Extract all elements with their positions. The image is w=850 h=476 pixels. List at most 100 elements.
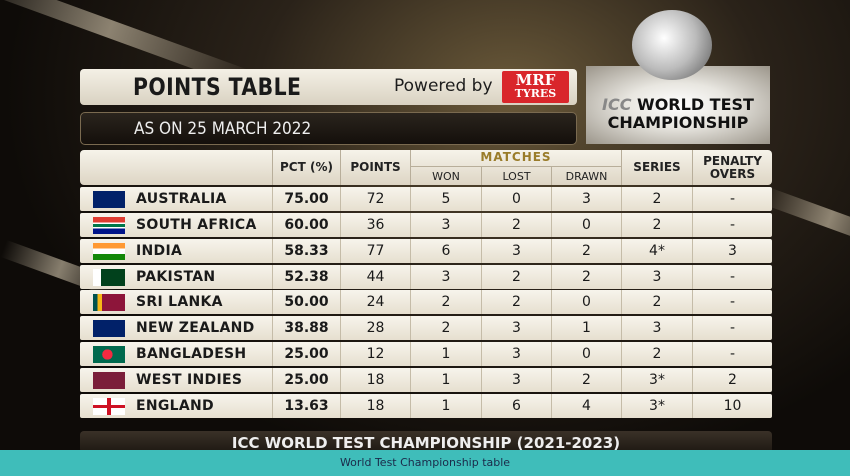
cell-series: 2 bbox=[621, 290, 692, 315]
team-name: INDIA bbox=[136, 242, 183, 259]
cell-points: 77 bbox=[340, 238, 410, 263]
cell-pct: 50.00 bbox=[272, 290, 340, 315]
pakistan-flag-icon bbox=[93, 268, 125, 286]
col-drawn: DRAWN bbox=[551, 167, 621, 185]
title-bar: POINTS TABLE Powered by MRF TYRES bbox=[80, 69, 577, 105]
trophy-mace-icon bbox=[632, 10, 712, 80]
cell-lost: 2 bbox=[481, 290, 551, 315]
cell-pct: 75.00 bbox=[272, 186, 340, 211]
team-name: PAKISTAN bbox=[136, 268, 216, 285]
cell-penalty: 10 bbox=[692, 394, 772, 419]
team-name: AUSTRALIA bbox=[136, 190, 227, 207]
table-row: WEST INDIES 25.00 18 1 3 2 3* 2 bbox=[80, 368, 772, 393]
cell-drawn: 2 bbox=[551, 368, 621, 393]
team-name: SRI LANKA bbox=[136, 294, 223, 311]
cell-drawn: 0 bbox=[551, 342, 621, 367]
cell-drawn: 1 bbox=[551, 316, 621, 341]
as-on-date: AS ON 25 MARCH 2022 bbox=[134, 118, 312, 139]
cell-penalty: - bbox=[692, 290, 772, 315]
cell-won: 2 bbox=[410, 316, 481, 341]
cell-series: 2 bbox=[621, 342, 692, 367]
cell-won: 1 bbox=[410, 368, 481, 393]
table-row: INDIA 58.33 77 6 3 2 4* 3 bbox=[80, 238, 772, 263]
cell-points: 44 bbox=[340, 264, 410, 289]
cell-points: 28 bbox=[340, 316, 410, 341]
cell-series: 2 bbox=[621, 186, 692, 211]
cell-won: 6 bbox=[410, 238, 481, 263]
cell-series: 3* bbox=[621, 394, 692, 419]
cell-drawn: 0 bbox=[551, 212, 621, 237]
cell-won: 3 bbox=[410, 264, 481, 289]
cell-drawn: 3 bbox=[551, 186, 621, 211]
cell-lost: 6 bbox=[481, 394, 551, 419]
team-name: ENGLAND bbox=[136, 398, 214, 415]
cell-won: 2 bbox=[410, 290, 481, 315]
col-lost: LOST bbox=[481, 167, 551, 185]
col-won: WON bbox=[410, 167, 481, 185]
cell-pct: 13.63 bbox=[272, 394, 340, 419]
cell-won: 1 bbox=[410, 342, 481, 367]
australia-flag-icon bbox=[93, 190, 125, 208]
col-series: SERIES bbox=[621, 150, 692, 185]
cell-series: 3 bbox=[621, 316, 692, 341]
cell-penalty: - bbox=[692, 212, 772, 237]
cell-lost: 3 bbox=[481, 238, 551, 263]
cell-penalty: 3 bbox=[692, 238, 772, 263]
col-points: POINTS bbox=[340, 150, 410, 185]
cell-pct: 25.00 bbox=[272, 368, 340, 393]
south-africa-flag-icon bbox=[93, 216, 125, 234]
powered-by-label: Powered by bbox=[394, 76, 493, 96]
team-name: SOUTH AFRICA bbox=[136, 216, 257, 233]
cell-won: 5 bbox=[410, 186, 481, 211]
page-title: POINTS TABLE bbox=[133, 73, 302, 101]
caption: World Test Championship table bbox=[0, 450, 850, 476]
table-row: NEW ZEALAND 38.88 28 2 3 1 3- bbox=[80, 316, 772, 341]
cell-pct: 38.88 bbox=[272, 316, 340, 341]
team-name: NEW ZEALAND bbox=[136, 320, 255, 337]
cell-series: 2 bbox=[621, 212, 692, 237]
cell-points: 24 bbox=[340, 290, 410, 315]
cell-lost: 2 bbox=[481, 212, 551, 237]
cell-points: 18 bbox=[340, 394, 410, 419]
bangladesh-flag-icon bbox=[93, 346, 125, 364]
table-row: SOUTH AFRICA 60.00 36 3 2 0 2- bbox=[80, 212, 772, 237]
table-row: PAKISTAN 52.38 44 3 2 2 3- bbox=[80, 264, 772, 289]
cell-drawn: 4 bbox=[551, 394, 621, 419]
cell-penalty: 2 bbox=[692, 368, 772, 393]
cell-drawn: 2 bbox=[551, 238, 621, 263]
cell-points: 72 bbox=[340, 186, 410, 211]
india-flag-icon bbox=[93, 242, 125, 260]
cell-lost: 0 bbox=[481, 186, 551, 211]
cell-won: 1 bbox=[410, 394, 481, 419]
table-header: PCT (%) POINTS MATCHES WON LOST DRAWN SE… bbox=[80, 150, 772, 185]
team-name: WEST INDIES bbox=[136, 372, 243, 389]
table-row: SRI LANKA 50.00 24 2 2 0 2- bbox=[80, 290, 772, 315]
cell-lost: 3 bbox=[481, 342, 551, 367]
cell-points: 36 bbox=[340, 212, 410, 237]
team-name: BANGLADESH bbox=[136, 346, 247, 363]
cell-points: 18 bbox=[340, 368, 410, 393]
table-row: BANGLADESH 25.00 12 1 3 0 2- bbox=[80, 342, 772, 367]
date-bar: AS ON 25 MARCH 2022 bbox=[80, 112, 577, 145]
cell-pct: 58.33 bbox=[272, 238, 340, 263]
cell-penalty: - bbox=[692, 186, 772, 211]
west-indies-flag-icon bbox=[93, 372, 125, 390]
cell-penalty: - bbox=[692, 316, 772, 341]
cell-won: 3 bbox=[410, 212, 481, 237]
sri-lanka-flag-icon bbox=[93, 294, 125, 312]
cell-series: 3* bbox=[621, 368, 692, 393]
cell-pct: 25.00 bbox=[272, 342, 340, 367]
cell-drawn: 0 bbox=[551, 290, 621, 315]
table-row: AUSTRALIA 75.00 72 5 0 3 2- bbox=[80, 186, 772, 211]
cell-series: 4* bbox=[621, 238, 692, 263]
points-table: PCT (%) POINTS MATCHES WON LOST DRAWN SE… bbox=[80, 150, 772, 419]
col-penalty: PENALTY OVERS bbox=[692, 150, 772, 185]
england-flag-icon bbox=[93, 398, 125, 416]
cell-lost: 2 bbox=[481, 264, 551, 289]
table-row: ENGLAND 13.63 18 1 6 4 3* 10 bbox=[80, 394, 772, 419]
cell-pct: 52.38 bbox=[272, 264, 340, 289]
cell-penalty: - bbox=[692, 342, 772, 367]
col-matches: MATCHES bbox=[410, 150, 621, 167]
light-streak bbox=[761, 186, 850, 252]
col-pct: PCT (%) bbox=[272, 150, 340, 185]
